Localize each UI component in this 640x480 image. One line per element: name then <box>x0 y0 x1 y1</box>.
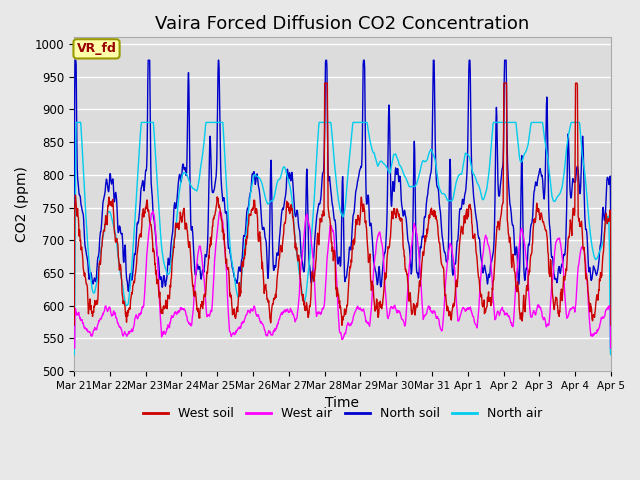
Text: VR_fd: VR_fd <box>77 42 116 55</box>
Title: Vaira Forced Diffusion CO2 Concentration: Vaira Forced Diffusion CO2 Concentration <box>156 15 529 33</box>
Y-axis label: CO2 (ppm): CO2 (ppm) <box>15 166 29 242</box>
X-axis label: Time: Time <box>326 396 360 410</box>
Legend: West soil, West air, North soil, North air: West soil, West air, North soil, North a… <box>138 402 547 425</box>
